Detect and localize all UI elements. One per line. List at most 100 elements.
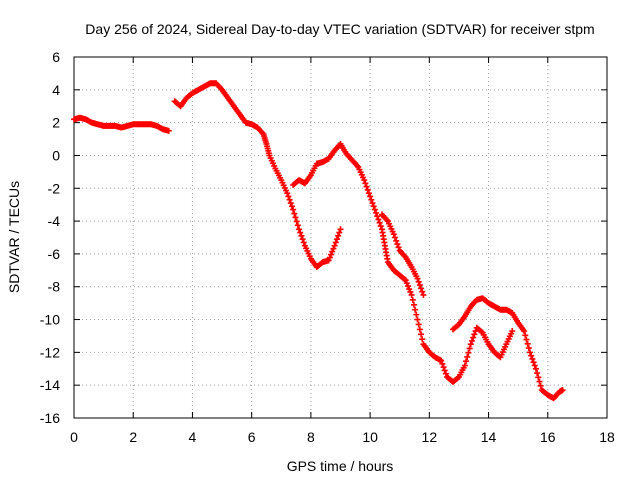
data-point [361, 177, 368, 184]
data-point [285, 193, 292, 200]
data-points [71, 80, 566, 402]
data-point [419, 288, 426, 295]
data-point [403, 280, 410, 287]
data-point [466, 345, 473, 352]
data-point [335, 232, 342, 239]
data-point [286, 196, 293, 203]
x-tick-label: 6 [248, 429, 256, 445]
data-point [375, 216, 382, 223]
data-point [440, 364, 447, 371]
data-point [326, 254, 333, 261]
data-point [534, 370, 541, 377]
data-point [284, 190, 291, 197]
data-point [531, 362, 538, 369]
data-point [415, 278, 422, 285]
data-point [329, 248, 336, 255]
data-point [367, 193, 374, 200]
data-point [407, 288, 414, 295]
data-point [365, 190, 372, 197]
x-tick-label: 10 [362, 429, 378, 445]
data-point [420, 291, 427, 298]
data-point [530, 359, 537, 366]
data-point [408, 291, 415, 298]
data-point [292, 214, 299, 221]
x-tick-labels: 0 2 4 6 8 10 12 14 16 18 [70, 429, 615, 445]
y-tick-label: 6 [52, 49, 60, 65]
data-point [464, 353, 471, 360]
data-point [394, 241, 401, 248]
x-tick-label: 8 [307, 429, 315, 445]
data-point [362, 180, 369, 187]
data-point [442, 370, 449, 377]
y-tick-label: -2 [48, 180, 61, 196]
data-point [406, 286, 413, 293]
chart-title: Day 256 of 2024, Sidereal Day-to-day VTE… [85, 21, 594, 37]
y-tick-label: -8 [48, 279, 61, 295]
data-point [439, 360, 446, 367]
data-point [470, 334, 477, 341]
data-point [402, 277, 409, 284]
data-point [374, 213, 381, 220]
plot-frame [73, 56, 608, 419]
data-point [293, 218, 300, 225]
data-point [336, 229, 343, 236]
data-point [438, 357, 445, 364]
x-tick-label: 14 [481, 429, 497, 445]
data-point [332, 239, 339, 246]
data-point [415, 321, 422, 328]
data-point [467, 341, 474, 348]
data-point [328, 251, 335, 258]
x-tick-label: 4 [189, 429, 197, 445]
data-point [290, 206, 297, 213]
data-point [528, 352, 535, 359]
data-point [509, 328, 516, 335]
data-point [529, 355, 536, 362]
data-point [165, 127, 172, 134]
data-point [390, 231, 397, 238]
data-point [532, 365, 539, 372]
data-point [377, 223, 384, 230]
x-tick-label: 2 [129, 429, 137, 445]
data-point [296, 226, 303, 233]
data-point [300, 239, 307, 246]
data-point [401, 276, 408, 283]
y-tick-label: 0 [52, 147, 60, 163]
data-point [454, 374, 461, 381]
x-tick-label: 0 [70, 429, 78, 445]
data-point [410, 301, 417, 308]
data-point [414, 316, 421, 323]
data-point [535, 374, 542, 381]
data-point [522, 332, 529, 339]
data-point [414, 275, 421, 282]
data-point [559, 387, 566, 394]
data-point [461, 362, 468, 369]
data-point [373, 209, 380, 216]
data-point [395, 244, 402, 251]
data-point [468, 337, 475, 344]
data-point [478, 328, 485, 335]
data-point [333, 236, 340, 243]
data-point [298, 232, 305, 239]
data-point [376, 219, 383, 226]
data-point [413, 311, 420, 318]
data-point [297, 229, 304, 236]
data-point [409, 296, 416, 303]
data-point [368, 196, 375, 203]
y-tick-label: -10 [40, 312, 60, 328]
y-tick-label: -14 [40, 377, 60, 393]
data-point [463, 358, 470, 365]
data-point [524, 340, 531, 347]
data-point [527, 349, 534, 356]
axis-ticks [73, 56, 608, 419]
data-point [363, 183, 370, 190]
x-tick-label: 18 [599, 429, 615, 445]
y-tick-labels: -16 -14 -12 -10 -8 -6 -4 -2 0 2 4 6 [40, 49, 60, 426]
data-point [294, 222, 301, 229]
data-point [537, 382, 544, 389]
y-tick-label: -6 [48, 246, 61, 262]
data-point [441, 367, 448, 374]
x-tick-label: 12 [422, 429, 438, 445]
data-point [521, 328, 528, 335]
y-tick-label: -12 [40, 344, 60, 360]
